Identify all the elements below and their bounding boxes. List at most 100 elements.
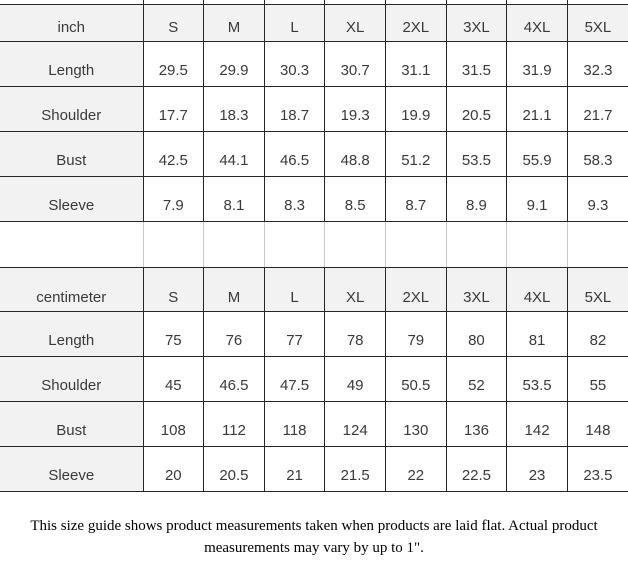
value-cell: 29.9 (203, 41, 265, 87)
value-cell: 30.7 (324, 41, 386, 87)
value-cell: 20.5 (445, 86, 508, 132)
value-cell: 17.7 (142, 86, 205, 132)
value-cell: 21.1 (506, 86, 568, 132)
measurement-row: Shoulder 17.7 18.3 18.7 19.3 19.9 20.5 21.1 21.7 (0, 86, 628, 132)
value-cell: 112 (203, 401, 265, 447)
value-cell: 46.5 (203, 356, 265, 402)
size-header-cell: M (203, 4, 265, 42)
size-guide-table: inch S M L XL 2XL 3XL 4XL 5XL Length 29.5 29.9 30.3 3… (0, 0, 628, 492)
value-cell: 78 (324, 311, 386, 357)
value-cell: 23.5 (566, 446, 628, 492)
table-spacer-row (0, 221, 628, 268)
value-cell: 81 (506, 311, 568, 357)
value-cell: 48.8 (324, 131, 386, 177)
row-label-cell: Shoulder (0, 86, 144, 132)
size-header-cell: 5XL (566, 267, 628, 312)
value-cell: 9.1 (506, 176, 568, 222)
value-cell: 8.1 (203, 176, 265, 222)
value-cell: 130 (385, 401, 447, 447)
measurement-row: Length 75 76 77 78 79 80 81 82 (0, 311, 628, 357)
row-label-cell: Length (0, 311, 144, 357)
size-guide-page: inch S M L XL 2XL 3XL 4XL 5XL Length 29.5 29.9 30.3 3… (0, 0, 628, 556)
value-cell: 79 (385, 311, 447, 357)
unit-header-cell: centimeter (0, 267, 144, 312)
size-header-cell: 5XL (566, 4, 628, 42)
value-cell: 18.3 (203, 86, 265, 132)
row-label-cell: Shoulder (0, 356, 144, 402)
value-cell: 58.3 (566, 131, 628, 177)
row-label-cell: Sleeve (0, 176, 144, 222)
spacer-cell (0, 221, 144, 268)
value-cell: 22.5 (445, 446, 508, 492)
measurement-row: Bust 108 112 118 124 130 136 142 148 (0, 401, 628, 447)
measurement-row: Sleeve 20 20.5 21 21.5 22 22.5 23 23.5 (0, 446, 628, 492)
value-cell: 31.1 (385, 41, 447, 87)
value-cell: 77 (263, 311, 326, 357)
spacer-cell (263, 221, 326, 268)
row-label-cell: Length (0, 41, 144, 87)
value-cell: 53.5 (506, 356, 568, 402)
value-cell: 20.5 (203, 446, 265, 492)
size-guide-note: This size guide shows product measuremen… (30, 518, 598, 556)
size-header-cell: XL (324, 4, 386, 42)
spacer-cell (142, 221, 205, 268)
size-header-cell: L (263, 4, 326, 42)
value-cell: 31.5 (445, 41, 508, 87)
value-cell: 21 (263, 446, 326, 492)
value-cell: 21.5 (324, 446, 386, 492)
value-cell: 108 (142, 401, 205, 447)
measurement-row: Sleeve 7.9 8.1 8.3 8.5 8.7 8.9 9.1 9.3 (0, 176, 628, 222)
row-label-cell: Sleeve (0, 446, 144, 492)
value-cell: 51.2 (385, 131, 447, 177)
value-cell: 136 (445, 401, 508, 447)
value-cell: 21.7 (566, 86, 628, 132)
size-header-cell: M (203, 267, 265, 312)
size-header-cell: 4XL (506, 267, 568, 312)
value-cell: 148 (566, 401, 628, 447)
value-cell: 23 (506, 446, 568, 492)
value-cell: 44.1 (203, 131, 265, 177)
value-cell: 50.5 (385, 356, 447, 402)
spacer-cell (566, 221, 628, 268)
value-cell: 19.9 (385, 86, 447, 132)
value-cell: 8.5 (324, 176, 386, 222)
size-header-cell: 3XL (445, 4, 508, 42)
value-cell: 53.5 (445, 131, 508, 177)
size-header-cell: 3XL (445, 267, 508, 312)
value-cell: 30.3 (263, 41, 326, 87)
size-header-cell: S (142, 267, 205, 312)
value-cell: 22 (385, 446, 447, 492)
spacer-cell (385, 221, 447, 268)
size-header-cell: 4XL (506, 4, 568, 42)
value-cell: 52 (445, 356, 508, 402)
value-cell: 75 (142, 311, 205, 357)
spacer-cell (203, 221, 265, 268)
size-header-cell: XL (324, 267, 386, 312)
value-cell: 46.5 (263, 131, 326, 177)
unit-header-cell: inch (0, 4, 144, 42)
value-cell: 42.5 (142, 131, 205, 177)
value-cell: 19.3 (324, 86, 386, 132)
row-label-cell: Bust (0, 131, 144, 177)
size-header-cell: L (263, 267, 326, 312)
measurement-row: Length 29.5 29.9 30.3 30.7 31.1 31.5 31.9 32.3 (0, 41, 628, 87)
value-cell: 20 (142, 446, 205, 492)
value-cell: 76 (203, 311, 265, 357)
size-header-cell: 2XL (385, 267, 447, 312)
unit-header-row: centimeter S M L XL 2XL 3XL 4XL 5XL (0, 267, 628, 312)
spacer-cell (324, 221, 386, 268)
size-header-cell: S (142, 4, 205, 42)
value-cell: 8.7 (385, 176, 447, 222)
value-cell: 8.3 (263, 176, 326, 222)
value-cell: 45 (142, 356, 205, 402)
value-cell: 49 (324, 356, 386, 402)
value-cell: 8.9 (445, 176, 508, 222)
spacer-cell (506, 221, 568, 268)
measurement-row: Bust 42.5 44.1 46.5 48.8 51.2 53.5 55.9 58.3 (0, 131, 628, 177)
value-cell: 29.5 (142, 41, 205, 87)
value-cell: 124 (324, 401, 386, 447)
value-cell: 55.9 (506, 131, 568, 177)
size-header-cell: 2XL (385, 4, 447, 42)
row-label-cell: Bust (0, 401, 144, 447)
value-cell: 82 (566, 311, 628, 357)
